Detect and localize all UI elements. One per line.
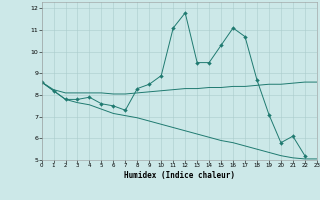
X-axis label: Humidex (Indice chaleur): Humidex (Indice chaleur) [124, 171, 235, 180]
